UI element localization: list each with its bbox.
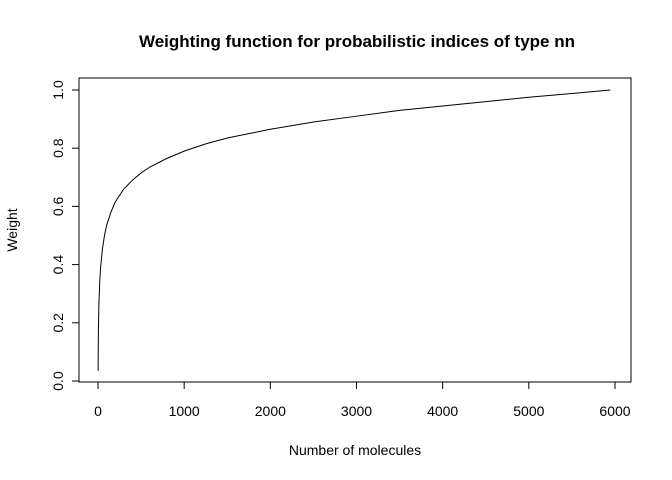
x-axis-label: Number of molecules xyxy=(289,442,421,458)
y-axis: 0.0 0.2 0.4 0.6 0.8 1.0 xyxy=(50,80,80,391)
series-line xyxy=(97,89,611,371)
x-tick-label: 4000 xyxy=(427,403,458,419)
y-tick-label: 0.4 xyxy=(50,255,66,275)
x-axis: 0 1000 2000 3000 4000 5000 6000 xyxy=(94,381,631,419)
y-tick-label: 0.8 xyxy=(50,138,66,158)
plot-frame xyxy=(78,77,632,383)
x-tick-label: 6000 xyxy=(599,403,630,419)
x-tick-label: 0 xyxy=(94,403,102,419)
y-tick-label: 1.0 xyxy=(50,80,66,100)
y-tick-label: 0.2 xyxy=(50,313,66,333)
series-group xyxy=(97,89,611,371)
x-tick-label: 5000 xyxy=(513,403,544,419)
y-axis-label: Weight xyxy=(4,208,20,251)
x-tick-label: 3000 xyxy=(341,403,372,419)
y-tick-label: 0.0 xyxy=(50,371,66,391)
chart-title: Weighting function for probabilistic ind… xyxy=(139,32,575,51)
x-tick-label: 2000 xyxy=(255,403,286,419)
x-tick-label: 1000 xyxy=(169,403,200,419)
y-tick-label: 0.6 xyxy=(50,196,66,216)
